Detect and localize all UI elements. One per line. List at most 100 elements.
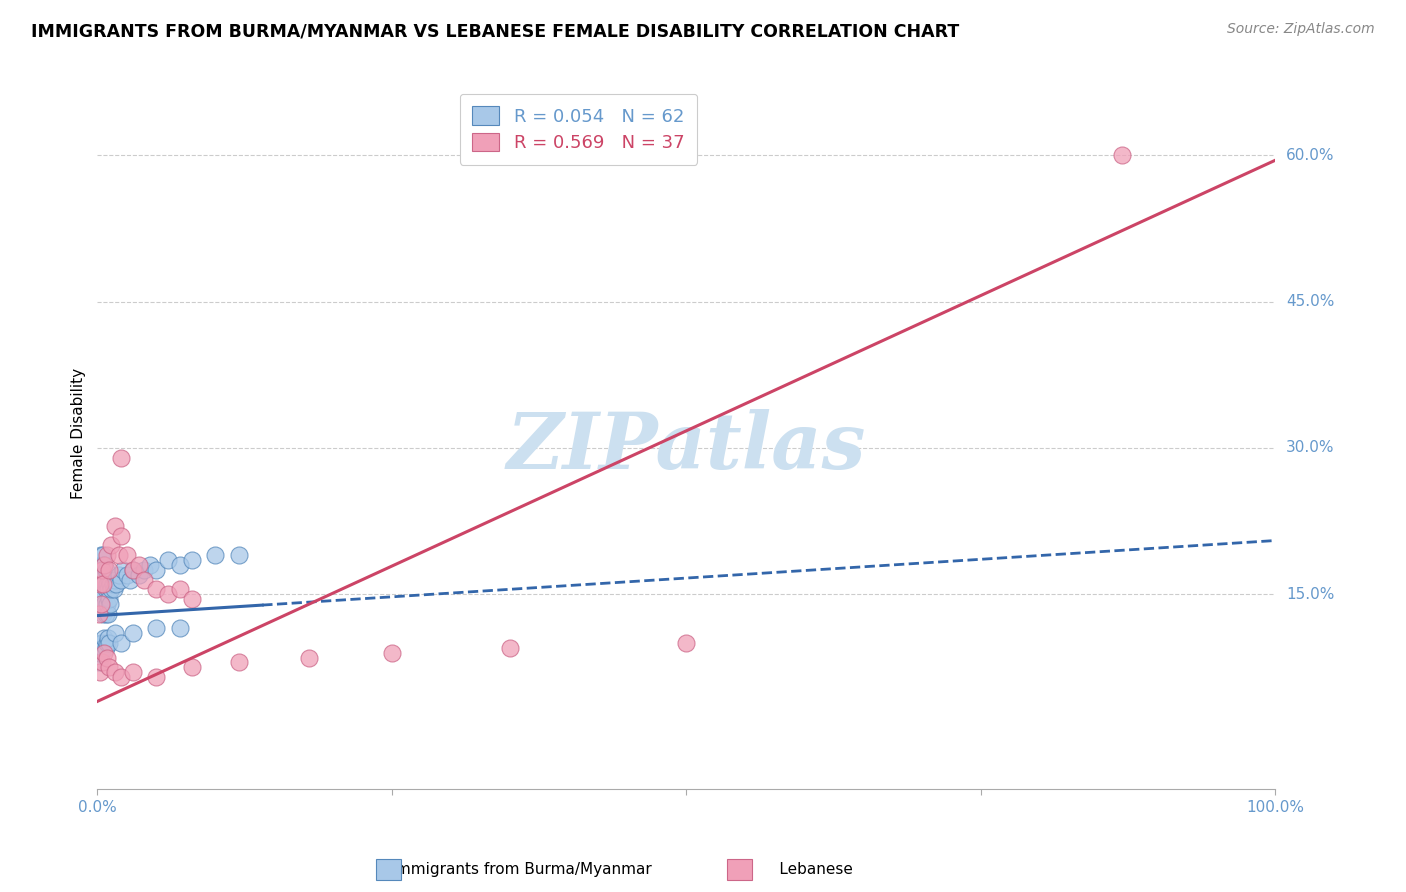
Point (112, 563, 135, 577)
Point (100, 538, 122, 552)
Point (91, 640, 114, 655)
Point (298, 650, 321, 665)
Point (98, 577, 121, 591)
Point (121, 665, 143, 680)
Text: Source: ZipAtlas.com: Source: ZipAtlas.com (1227, 22, 1375, 37)
Point (107, 567, 129, 582)
Point (97, 631, 120, 645)
Text: Lebanese: Lebanese (755, 863, 853, 877)
Point (93, 558, 115, 572)
Point (91, 656, 114, 670)
Point (89, 577, 111, 591)
Point (145, 670, 167, 684)
Text: Immigrants from Burma/Myanmar: Immigrants from Burma/Myanmar (367, 863, 652, 877)
Point (98, 563, 121, 577)
Point (87, 656, 110, 670)
Point (91, 607, 114, 621)
Text: 15.0%: 15.0% (1286, 587, 1334, 602)
Text: 30.0%: 30.0% (1286, 441, 1334, 456)
Point (96, 636, 118, 650)
Point (98, 660, 121, 674)
Text: 60.0%: 60.0% (1286, 148, 1334, 163)
Point (100, 582, 122, 597)
Point (98, 636, 121, 650)
Point (110, 670, 132, 684)
Point (91, 577, 114, 591)
Point (675, 636, 697, 650)
Point (498, 640, 520, 655)
Point (89, 577, 111, 591)
Point (91, 597, 114, 611)
Point (93, 631, 115, 645)
Point (101, 577, 124, 591)
Point (228, 548, 250, 562)
Point (96, 597, 118, 611)
Point (93, 577, 115, 591)
Point (97, 607, 120, 621)
Point (157, 553, 180, 567)
Point (90, 597, 112, 611)
Point (107, 548, 129, 562)
Point (120, 573, 142, 587)
Point (204, 548, 226, 562)
Point (180, 592, 202, 607)
Text: 45.0%: 45.0% (1286, 294, 1334, 310)
Point (180, 660, 202, 674)
Point (91, 567, 114, 582)
Point (1111, 148, 1133, 162)
Legend: R = 0.054   N = 62, R = 0.569   N = 37: R = 0.054 N = 62, R = 0.569 N = 37 (460, 94, 697, 165)
Point (87, 597, 110, 611)
Point (134, 573, 156, 587)
Point (91, 558, 114, 572)
Point (90, 567, 112, 582)
Point (91, 636, 114, 650)
Text: ZIPatlas: ZIPatlas (506, 409, 866, 486)
Point (105, 577, 128, 591)
Point (98, 573, 121, 587)
Point (94, 563, 117, 577)
Point (180, 553, 202, 567)
Point (110, 573, 132, 587)
Point (93, 646, 115, 660)
Point (97, 582, 120, 597)
Point (128, 567, 150, 582)
Point (93, 558, 115, 572)
Point (110, 636, 132, 650)
Point (104, 665, 127, 680)
Point (94, 582, 117, 597)
Point (89, 665, 111, 680)
Point (134, 563, 156, 577)
Point (98, 592, 121, 607)
Point (91, 563, 114, 577)
Point (91, 577, 114, 591)
Point (169, 582, 191, 597)
Point (381, 646, 404, 660)
Point (228, 656, 250, 670)
Point (157, 587, 180, 601)
Point (169, 621, 191, 635)
Point (110, 450, 132, 465)
Point (91, 587, 114, 601)
Point (103, 582, 125, 597)
Point (90, 636, 112, 650)
Text: IMMIGRANTS FROM BURMA/MYANMAR VS LEBANESE FEMALE DISABILITY CORRELATION CHART: IMMIGRANTS FROM BURMA/MYANMAR VS LEBANES… (31, 22, 959, 40)
Point (91, 548, 114, 562)
Y-axis label: Female Disability: Female Disability (72, 368, 86, 499)
Point (121, 626, 143, 640)
Point (87, 607, 110, 621)
Point (110, 529, 132, 543)
Point (96, 650, 118, 665)
Point (96, 577, 118, 591)
Point (104, 573, 127, 587)
Point (96, 548, 118, 562)
Point (139, 558, 162, 572)
Point (145, 563, 167, 577)
Point (90, 587, 112, 601)
Point (145, 582, 167, 597)
Point (94, 640, 117, 655)
Point (145, 621, 167, 635)
Point (93, 597, 115, 611)
Point (121, 563, 143, 577)
Point (89, 646, 111, 660)
Point (94, 607, 117, 621)
